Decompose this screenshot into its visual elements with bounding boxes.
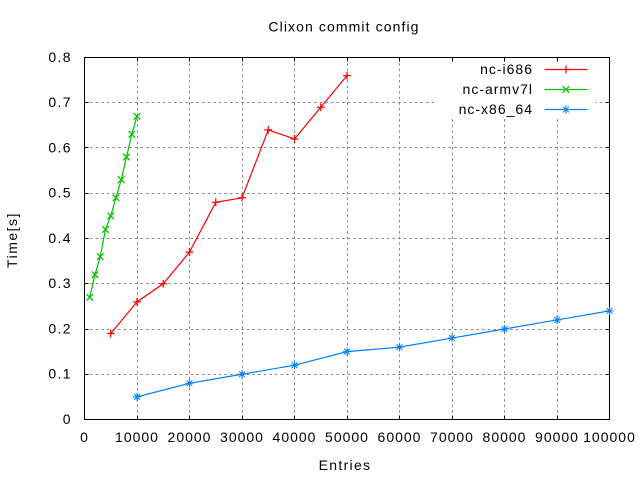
svg-text:0.2: 0.2 xyxy=(48,320,71,336)
svg-text:100000: 100000 xyxy=(583,429,636,445)
svg-text:0: 0 xyxy=(80,429,89,445)
svg-text:30000: 30000 xyxy=(220,429,264,445)
svg-text:0.1: 0.1 xyxy=(48,366,71,382)
svg-text:70000: 70000 xyxy=(430,429,474,445)
svg-text:0.3: 0.3 xyxy=(48,275,71,291)
svg-text:40000: 40000 xyxy=(273,429,317,445)
svg-text:0.7: 0.7 xyxy=(48,94,71,110)
svg-text:80000: 80000 xyxy=(483,429,527,445)
svg-text:20000: 20000 xyxy=(168,429,212,445)
svg-text:0.5: 0.5 xyxy=(48,185,71,201)
svg-text:60000: 60000 xyxy=(378,429,422,445)
svg-text:Entries: Entries xyxy=(319,457,372,473)
svg-text:0.8: 0.8 xyxy=(48,49,71,65)
svg-text:nc-armv7l: nc-armv7l xyxy=(463,81,533,97)
svg-text:10000: 10000 xyxy=(115,429,159,445)
svg-text:nc-i686: nc-i686 xyxy=(480,61,533,77)
svg-text:0.6: 0.6 xyxy=(48,139,71,155)
svg-text:0: 0 xyxy=(63,411,72,427)
svg-text:90000: 90000 xyxy=(535,429,579,445)
svg-text:nc-x86_64: nc-x86_64 xyxy=(459,101,533,117)
svg-text:Time[s]: Time[s] xyxy=(4,212,20,268)
svg-text:Clixon commit config: Clixon commit config xyxy=(268,19,419,35)
svg-text:50000: 50000 xyxy=(325,429,369,445)
svg-text:0.4: 0.4 xyxy=(48,230,71,246)
